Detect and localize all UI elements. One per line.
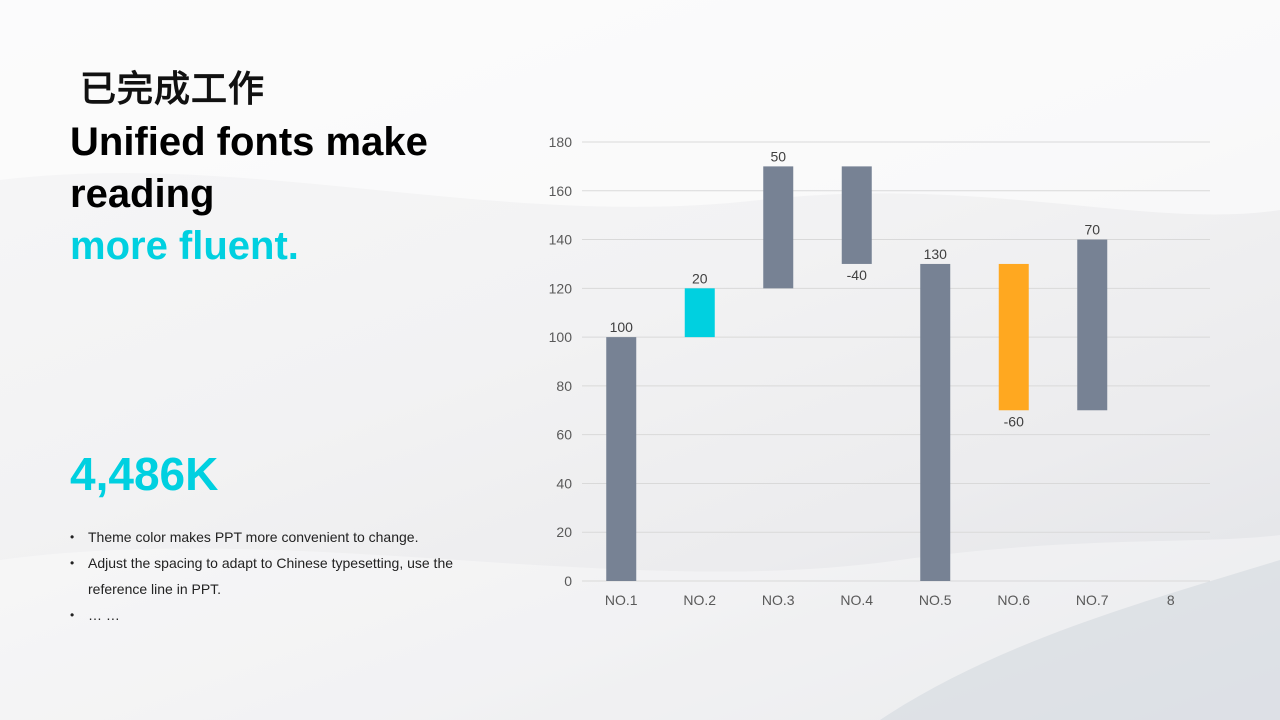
bullet-item: … … <box>70 602 490 628</box>
waterfall-bar <box>684 288 715 338</box>
y-tick-label: 0 <box>564 573 572 589</box>
page-title-cn: 已完成工作 <box>80 69 266 110</box>
big-number-stat: 4,486K <box>70 448 219 500</box>
headline-line-1: Unified fonts make <box>70 120 428 164</box>
waterfall-bar <box>763 166 794 289</box>
waterfall-bar <box>998 263 1029 411</box>
data-label: 20 <box>692 270 708 286</box>
y-tick-label: 20 <box>556 524 572 540</box>
waterfall-bar <box>606 337 637 581</box>
y-tick-label: 100 <box>549 329 573 345</box>
waterfall-bar <box>841 166 872 264</box>
headline-accent: more fluent. <box>70 224 299 268</box>
y-tick-label: 140 <box>549 232 573 248</box>
bullet-list: Theme color makes PPT more convenient to… <box>70 524 490 628</box>
y-tick-label: 40 <box>556 475 572 491</box>
x-tick-label: NO.7 <box>1076 592 1109 608</box>
waterfall-chart: 0 20 40 60 80 100 120 140 160 180 NO.1 NO.2 NO.3 NO.4… <box>520 120 1240 620</box>
data-label: -40 <box>847 267 867 283</box>
y-tick-label: 180 <box>549 134 573 150</box>
x-tick-label: NO.3 <box>762 592 795 608</box>
data-label: 70 <box>1084 222 1100 238</box>
headline: Unified fonts make reading more fluent. <box>70 116 490 272</box>
x-tick-label: NO.4 <box>840 592 873 608</box>
bullet-item: Theme color makes PPT more convenient to… <box>70 524 490 550</box>
headline-line-2: reading <box>70 172 215 216</box>
x-tick-label: NO.5 <box>919 592 952 608</box>
y-tick-label: 120 <box>549 280 573 296</box>
data-label: -60 <box>1004 413 1024 429</box>
data-label: 130 <box>924 246 948 262</box>
data-label: 100 <box>610 319 634 335</box>
y-tick-label: 160 <box>549 183 573 199</box>
waterfall-bar <box>1077 239 1108 411</box>
y-tick-label: 60 <box>556 427 572 443</box>
x-tick-label: NO.1 <box>605 592 638 608</box>
y-tick-label: 80 <box>556 378 572 394</box>
x-tick-label: NO.6 <box>997 592 1030 608</box>
x-tick-label: NO.2 <box>683 592 716 608</box>
data-label: 50 <box>770 148 786 164</box>
chart-svg: 0 20 40 60 80 100 120 140 160 180 NO.1 NO.2 NO.3 NO.4… <box>549 134 1210 608</box>
bullet-item: Adjust the spacing to adapt to Chinese t… <box>70 550 490 602</box>
x-tick-label: 8 <box>1167 592 1175 608</box>
waterfall-bar <box>920 263 951 581</box>
